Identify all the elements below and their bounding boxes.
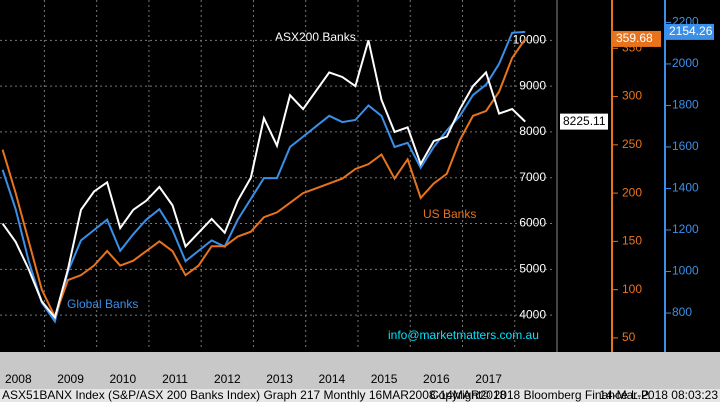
y3-tick-label: 1200 (672, 222, 699, 236)
value-tag-label: 359.68 (616, 31, 653, 45)
x-tick-label: 2009 (57, 372, 84, 386)
y2-tick-label: 200 (622, 185, 642, 199)
grid (0, 0, 555, 350)
footer-text: 14-Mar-2018 08:03:23 (599, 388, 718, 402)
x-tick-label: 2010 (109, 372, 136, 386)
value-tag (666, 23, 714, 40)
footer-text: Copyright© 2018 Bloomberg Finance L.P. (430, 388, 651, 402)
series-line (1, 30, 526, 324)
value-tag (560, 113, 608, 130)
series-line (1, 40, 526, 320)
series-line (1, 38, 527, 320)
y3-tick-label: 1000 (672, 264, 699, 278)
x-tick-label: 2011 (162, 372, 188, 386)
y2-tick-label: 250 (622, 137, 642, 151)
y-tick-label: 4000 (519, 307, 546, 321)
y2-tick-label: 50 (622, 330, 636, 344)
y3-tick-label: 2000 (672, 56, 699, 70)
x-axis-band (0, 352, 720, 390)
y3-tick-label: 800 (672, 305, 692, 319)
annotation: info@marketmatters.com.au (388, 328, 539, 342)
x-tick-label: 2015 (371, 372, 398, 386)
y2-tick-label: 100 (622, 282, 642, 296)
x-tick-label: 2014 (318, 372, 345, 386)
value-tag (613, 30, 661, 47)
footer-text: ASX51BANX Index (S&P/ASX 200 Banks Index… (2, 388, 507, 402)
x-tick-label: 2013 (266, 372, 293, 386)
annotation: US Banks (423, 207, 476, 221)
y3-tick-label: 1600 (672, 139, 699, 153)
value-tag-label: 8225.11 (563, 114, 606, 128)
y-tick-label: 5000 (519, 262, 546, 276)
annotation: ASX200 Banks (275, 30, 356, 44)
value-tag-label: 2154.26 (669, 24, 713, 38)
annotation: Global Banks (67, 297, 138, 311)
y2-tick-label: 150 (622, 234, 642, 248)
x-tick-label: 2017 (475, 372, 502, 386)
y-tick-label: 7000 (519, 170, 546, 184)
y-tick-label: 8000 (519, 124, 546, 138)
y3-tick-label: 1800 (672, 98, 699, 112)
footer-band (0, 389, 720, 402)
y-tick-label: 9000 (519, 78, 546, 92)
x-tick-label: 2012 (214, 372, 241, 386)
x-tick-label: 2008 (5, 372, 32, 386)
x-tick-label: 2016 (423, 372, 450, 386)
y3-tick-label: 1400 (672, 181, 699, 195)
y2-tick-label: 300 (622, 89, 642, 103)
y-tick-label: 6000 (519, 216, 546, 230)
y-tick-label: 10000 (513, 32, 547, 46)
